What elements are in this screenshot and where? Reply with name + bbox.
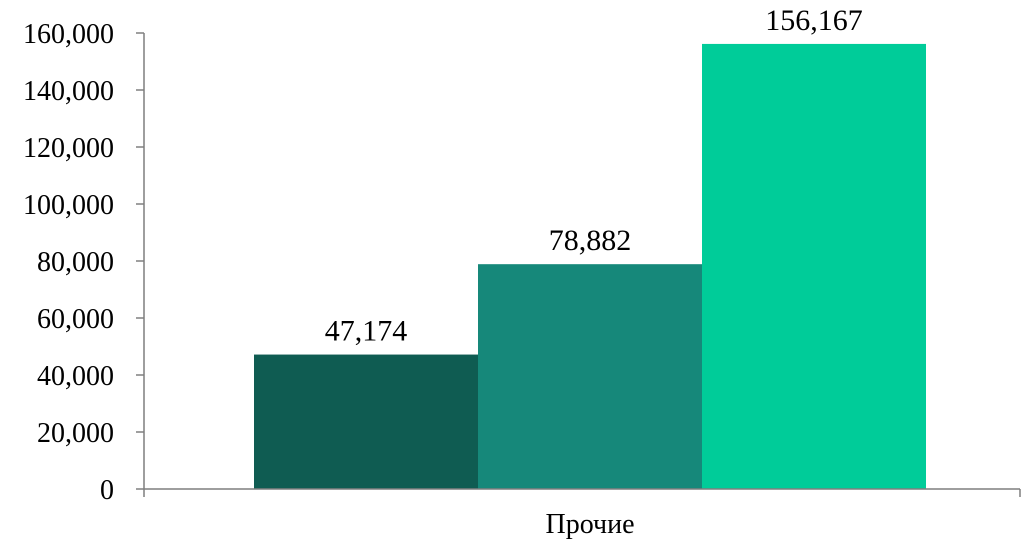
y-tick-label: 160,000 xyxy=(23,19,114,50)
bar-2 xyxy=(478,264,702,489)
x-tick-label: Прочие xyxy=(546,509,635,540)
y-tick-label: 40,000 xyxy=(37,361,114,392)
y-tick-label: 80,000 xyxy=(37,247,114,278)
y-tick-label: 120,000 xyxy=(23,133,114,164)
bars-layer xyxy=(254,43,926,490)
data-label-2: 78,882 xyxy=(549,224,632,257)
labels-layer: 47,174 78,882 156,167 xyxy=(325,4,863,348)
y-tick-label: 0 xyxy=(100,475,114,506)
bar-1 xyxy=(254,354,478,489)
bar-3 xyxy=(702,43,926,490)
y-tick-label: 100,000 xyxy=(23,190,114,221)
y-tick-label: 140,000 xyxy=(23,76,114,107)
y-tick-label: 60,000 xyxy=(37,304,114,335)
axis-layer: 0 20,000 40,000 60,000 80,000 100,000 120,000 1… xyxy=(23,19,1021,540)
data-label-3: 156,167 xyxy=(765,4,863,37)
y-tick-label: 20,000 xyxy=(37,418,114,449)
data-label-1: 47,174 xyxy=(325,315,408,348)
